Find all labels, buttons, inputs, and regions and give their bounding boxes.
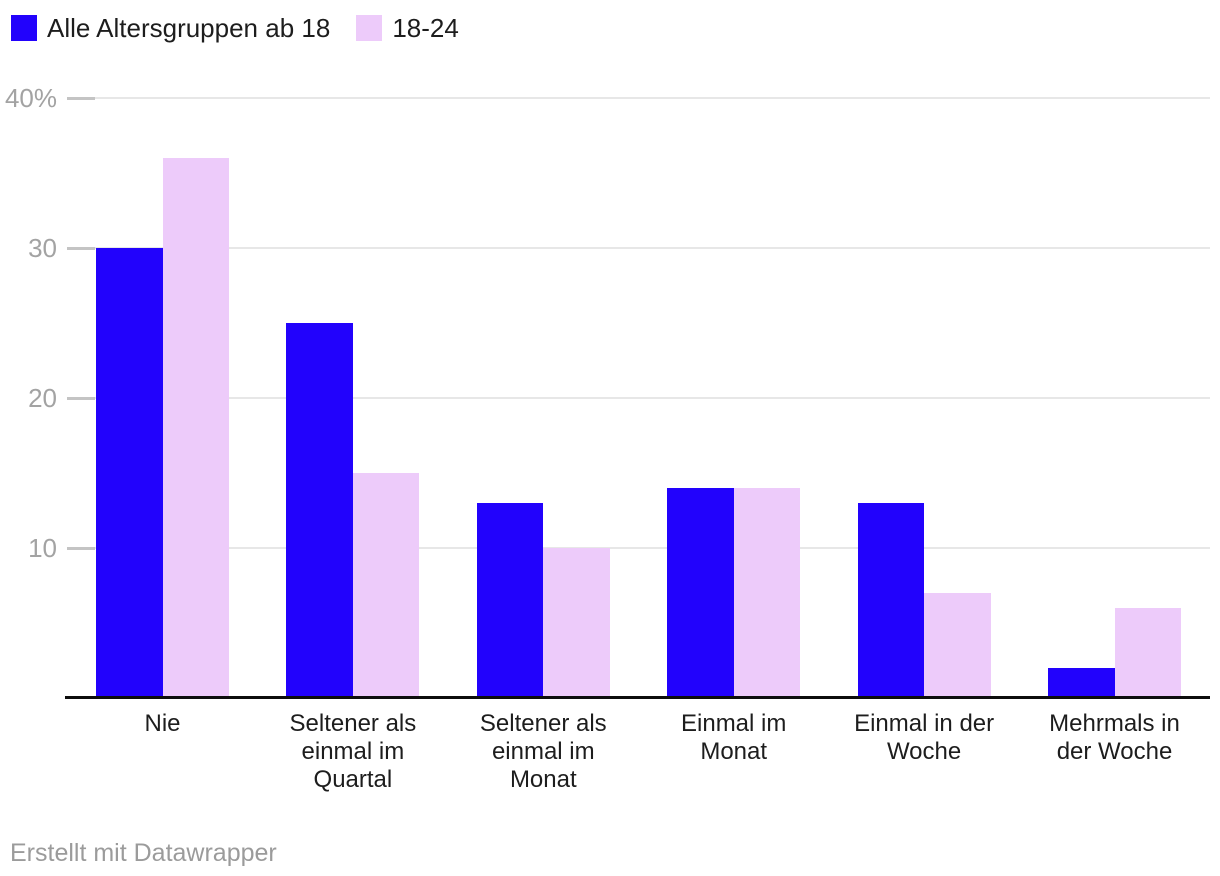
bar-18-24[interactable] xyxy=(352,473,420,698)
gridline xyxy=(67,97,1210,99)
x-axis-line xyxy=(65,696,1210,699)
gridline xyxy=(67,397,1210,399)
bar-18-24[interactable] xyxy=(924,593,991,698)
x-axis-category-label: Seltener als einmal im Monat xyxy=(479,710,607,793)
bar-all-ages[interactable] xyxy=(1048,668,1115,698)
bar-18-24[interactable] xyxy=(1114,608,1181,698)
bar-all-ages[interactable] xyxy=(476,503,544,698)
datawrapper-credit: Erstellt mit Datawrapper xyxy=(10,839,277,867)
y-axis-tick xyxy=(67,247,95,250)
y-axis-tick-label: 10 xyxy=(28,533,57,563)
y-axis-tick-label: 30 xyxy=(28,233,57,263)
gridline xyxy=(67,547,1210,549)
y-axis-tick xyxy=(67,547,95,550)
legend-label: 18-24 xyxy=(392,13,459,43)
x-axis-category-label: Einmal im Monat xyxy=(681,710,787,765)
y-axis-tick xyxy=(67,397,95,400)
legend-item-18-24: 18-24 xyxy=(356,13,459,43)
x-axis-category-label: Einmal in der Woche xyxy=(854,710,995,765)
legend-swatch-purple-icon xyxy=(356,15,383,41)
y-axis-tick xyxy=(67,97,95,100)
x-axis-category-label: Nie xyxy=(144,710,181,737)
legend-label: Alle Altersgruppen ab 18 xyxy=(47,13,331,43)
bar-18-24[interactable] xyxy=(733,488,801,698)
bar-18-24[interactable] xyxy=(162,158,229,698)
gridline xyxy=(67,247,1210,249)
legend-swatch-blue-icon xyxy=(11,15,37,41)
bar-18-24[interactable] xyxy=(543,548,610,698)
bar-all-ages[interactable] xyxy=(857,503,925,698)
y-axis-tick-label: 40% xyxy=(4,83,57,113)
y-axis-tick-label: 20 xyxy=(28,383,57,413)
bar-all-ages[interactable] xyxy=(96,248,163,698)
bar-all-ages[interactable] xyxy=(667,488,734,698)
legend-item-all-ages: Alle Altersgruppen ab 18 xyxy=(11,13,330,43)
x-axis-category-label: Seltener als einmal im Quartal xyxy=(289,710,417,793)
x-axis-category-label: Mehrmals in der Woche xyxy=(1049,710,1180,765)
chart-legend: Alle Altersgruppen ab 18 18-24 xyxy=(11,13,459,43)
bar-all-ages[interactable] xyxy=(286,323,353,698)
